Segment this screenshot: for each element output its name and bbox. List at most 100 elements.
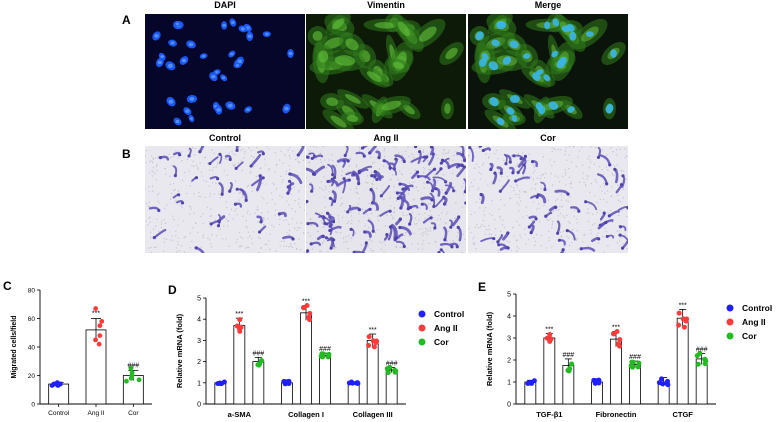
bar <box>543 337 556 405</box>
nucleus <box>496 117 505 126</box>
x-tick-label: Collagen I <box>288 410 324 419</box>
data-point <box>635 364 641 370</box>
data-point <box>566 367 572 373</box>
migrated-cell <box>153 228 167 239</box>
data-point <box>307 310 313 316</box>
data-point <box>355 380 361 386</box>
data-point <box>93 306 99 311</box>
data-point <box>217 380 223 386</box>
data-point <box>301 305 307 311</box>
data-point <box>617 337 623 343</box>
panel-label-b: B <box>122 147 131 161</box>
significance-label: *** <box>679 302 687 309</box>
data-point <box>547 337 553 343</box>
bar <box>233 325 246 405</box>
y-tick-label: 2 <box>197 359 201 366</box>
y-tick-label: 40 <box>28 345 36 352</box>
bar <box>319 354 331 405</box>
migrated-cell <box>249 153 262 168</box>
bar <box>252 361 265 405</box>
migrated-cell <box>368 146 378 155</box>
data-point <box>656 380 662 386</box>
data-point <box>616 341 622 347</box>
x-tick-label: CTGF <box>672 410 693 419</box>
data-point <box>286 381 292 387</box>
x-tick-label: a-SMA <box>228 410 252 419</box>
y-tick-label: 3 <box>507 336 511 343</box>
data-point <box>366 342 372 348</box>
migration-ang-ii-image <box>306 146 466 253</box>
panel-label-a: A <box>122 13 131 27</box>
nucleus <box>506 107 515 115</box>
y-tick-label: 3 <box>197 338 201 345</box>
data-point <box>392 367 398 373</box>
migrated-cell <box>613 168 619 184</box>
y-tick-label: 20 <box>28 373 36 380</box>
migrated-cell <box>579 246 596 252</box>
data-point <box>676 322 682 328</box>
data-point <box>129 373 135 378</box>
x-tick-label: TGF-β1 <box>536 410 562 419</box>
nucleus <box>511 115 518 122</box>
migrated-cell <box>428 152 435 166</box>
data-point <box>124 378 129 384</box>
bar <box>281 382 293 405</box>
bar <box>676 317 689 405</box>
significance-label: *** <box>545 327 553 334</box>
panel-label-e: E <box>478 280 487 294</box>
data-point <box>128 365 134 371</box>
migrated-cell <box>358 165 373 173</box>
y-axis-label: Migrated cells/field <box>11 315 18 378</box>
merge-image <box>468 14 628 129</box>
migrated-cell <box>596 173 608 186</box>
significance-label: ### <box>696 346 708 353</box>
data-point <box>385 370 391 376</box>
migrated-cell <box>556 220 561 235</box>
y-tick-label: 4 <box>507 314 511 321</box>
nucleus <box>532 72 541 81</box>
title-merge: Merge <box>534 0 562 10</box>
data-point <box>630 364 636 370</box>
title-vimentin: Vimentin <box>367 0 405 10</box>
legend-marker <box>726 304 734 312</box>
nucleus <box>556 62 565 69</box>
bar <box>610 338 622 405</box>
data-point <box>596 380 602 386</box>
title-control: Control <box>209 133 241 143</box>
significance-label: ### <box>252 350 264 357</box>
y-tick-label: 1 <box>507 380 511 387</box>
data-point <box>611 331 617 337</box>
data-point <box>659 376 665 382</box>
migrated-cell <box>435 196 445 208</box>
panel-label-d: D <box>168 283 177 297</box>
data-point <box>629 359 635 365</box>
migrated-cell <box>352 250 366 253</box>
data-point <box>694 353 700 359</box>
data-point <box>237 317 243 323</box>
data-point <box>99 318 105 324</box>
legend-label: Cor <box>434 337 449 347</box>
data-point <box>681 324 687 330</box>
data-point <box>306 314 312 320</box>
x-tick-label: Ang II <box>88 410 105 417</box>
nucleus <box>488 61 499 71</box>
y-tick-label: 0 <box>197 402 201 409</box>
data-point <box>636 360 642 366</box>
data-point <box>695 361 701 367</box>
bar <box>366 340 379 405</box>
y-axis-label: Relative mRNA (fold) <box>485 311 494 386</box>
migrated-cell <box>369 188 376 204</box>
significance-label: *** <box>369 327 377 334</box>
nucleus <box>491 39 500 47</box>
legend-marker <box>418 310 426 318</box>
bar <box>591 381 603 405</box>
significance-label: *** <box>92 311 100 318</box>
significance-label: ### <box>562 352 574 359</box>
title-dapi: DAPI <box>214 0 236 10</box>
legend-label: Ang II <box>434 323 458 333</box>
significance-label: ### <box>127 363 139 370</box>
nucleus <box>551 50 559 58</box>
legend-label: Cor <box>742 331 757 341</box>
panel-label-c: C <box>3 279 12 293</box>
migrated-cell <box>480 237 495 243</box>
